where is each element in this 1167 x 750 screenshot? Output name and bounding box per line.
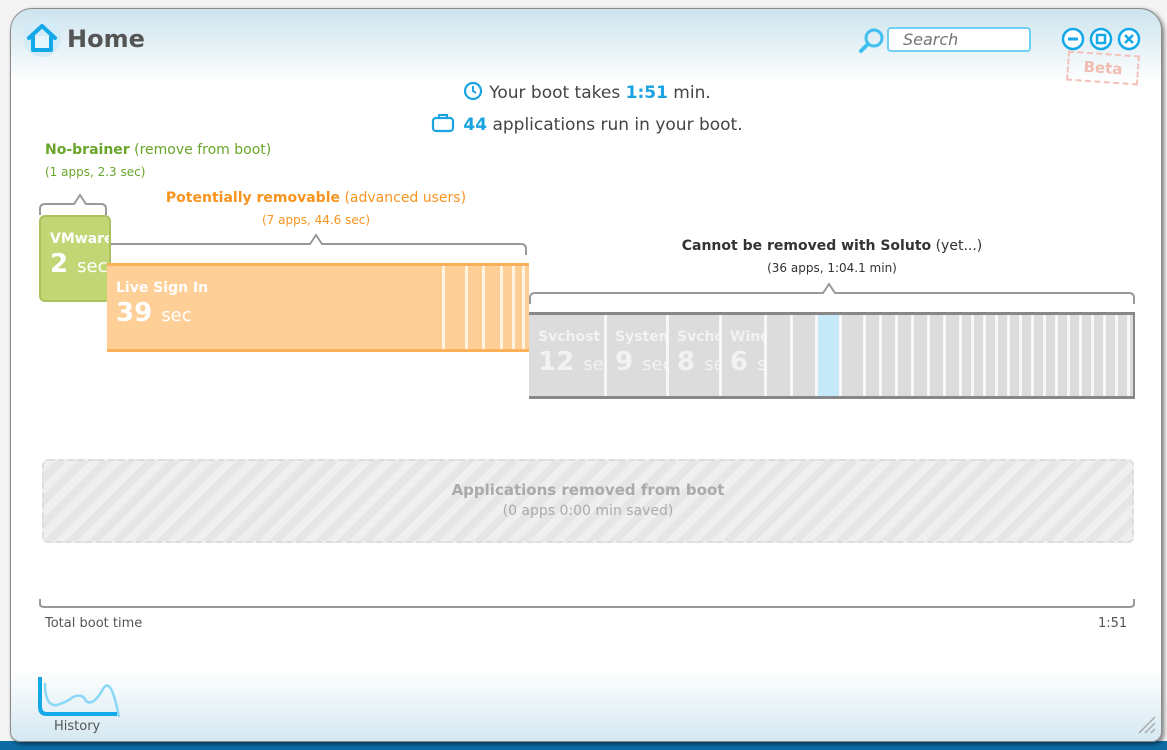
app-segment-divider[interactable] (465, 266, 468, 349)
app-segment-svchost-2[interactable]: Svchost8 sec (677, 329, 719, 377)
app-segment-divider[interactable] (1055, 315, 1058, 396)
app-segment-divider[interactable] (666, 315, 669, 396)
removable-stats: (7 apps, 44.6 sec) (261, 213, 371, 227)
app-segment-system[interactable]: System9 sec (615, 329, 666, 377)
app-segment-divider[interactable] (719, 315, 722, 396)
close-button[interactable] (1117, 27, 1141, 51)
app-segment-divider[interactable] (959, 315, 962, 396)
history-label: History (54, 719, 101, 734)
page-title: Home (67, 25, 145, 53)
app-segment-divider[interactable] (983, 315, 986, 396)
maximize-button[interactable] (1089, 27, 1113, 51)
removable-label: Potentially removable (advanced users) (165, 190, 467, 206)
app-segment-divider[interactable] (1007, 315, 1010, 396)
app-segment-divider[interactable] (1115, 315, 1118, 396)
app-segment-live-sign-in[interactable]: Live Sign In 39 sec (116, 280, 209, 328)
app-segment-divider[interactable] (1043, 315, 1046, 396)
app-segment-divider[interactable] (764, 315, 767, 396)
resize-grip-icon[interactable] (1137, 715, 1157, 735)
app-segment-divider[interactable] (1079, 315, 1082, 396)
total-boot-time-value: 1:51 (1098, 616, 1128, 631)
apps-summary: 44 applications run in your boot. (11, 113, 1161, 138)
boot-time-summary: Your boot takes 1:51 min. (11, 81, 1161, 106)
app-segment-divider[interactable] (1067, 315, 1070, 396)
search-input[interactable] (887, 27, 1031, 52)
search-icon[interactable] (857, 27, 885, 59)
app-segment-divider[interactable] (790, 315, 793, 396)
app-segment-divider[interactable] (1127, 315, 1130, 396)
briefcase-icon (431, 113, 455, 138)
app-segment-windows[interactable]: Windows6 sec (730, 329, 764, 377)
removed-apps-dropzone[interactable]: Applications removed from boot (0 apps 0… (42, 459, 1134, 543)
nobrainer-stats: (1 apps, 2.3 sec) (45, 165, 146, 179)
app-segment-vmware[interactable]: VMware 2 sec (50, 231, 111, 279)
app-segment-divider[interactable] (863, 315, 866, 396)
app-segment-divider[interactable] (482, 266, 485, 349)
taskbar-background (0, 741, 1167, 750)
app-segment-divider[interactable] (1091, 315, 1094, 396)
history-button[interactable]: History (37, 677, 121, 734)
home-icon[interactable] (23, 19, 61, 57)
removable-bar: Live Sign In 39 sec (107, 263, 529, 352)
app-segment-divider[interactable] (512, 266, 515, 349)
app-segment-divider[interactable] (879, 315, 882, 396)
soluto-window: Home Beta Your boot takes 1:51 min. 44 a… (10, 8, 1162, 742)
app-segment-divider[interactable] (1019, 315, 1022, 396)
app-segment-divider[interactable] (1031, 315, 1034, 396)
app-segment-divider[interactable] (911, 315, 914, 396)
clock-icon (463, 81, 483, 106)
app-segment-divider[interactable] (442, 266, 445, 349)
app-segment-divider[interactable] (522, 266, 525, 349)
cannot-label: Cannot be removed with Soluto (yet...) (681, 238, 983, 254)
app-segment-highlighted[interactable] (817, 315, 839, 396)
app-segment-divider[interactable] (500, 266, 503, 349)
nobrainer-bar: VMware 2 sec (39, 215, 111, 302)
history-chart-icon (38, 677, 121, 718)
app-segment-divider[interactable] (815, 315, 818, 396)
app-segment-divider[interactable] (895, 315, 898, 396)
app-segment-divider[interactable] (604, 315, 607, 396)
app-segment-divider[interactable] (1103, 315, 1106, 396)
app-segment-divider[interactable] (995, 315, 998, 396)
app-segment-divider[interactable] (943, 315, 946, 396)
cannot-stats: (36 apps, 1:04.1 min) (767, 261, 897, 275)
nobrainer-label: No-brainer (remove from boot) (45, 142, 272, 158)
app-segment-divider[interactable] (839, 315, 842, 396)
app-segment-divider[interactable] (971, 315, 974, 396)
total-boot-time-label: Total boot time (45, 616, 143, 631)
app-segment-divider[interactable] (927, 315, 930, 396)
minimize-button[interactable] (1061, 27, 1085, 51)
